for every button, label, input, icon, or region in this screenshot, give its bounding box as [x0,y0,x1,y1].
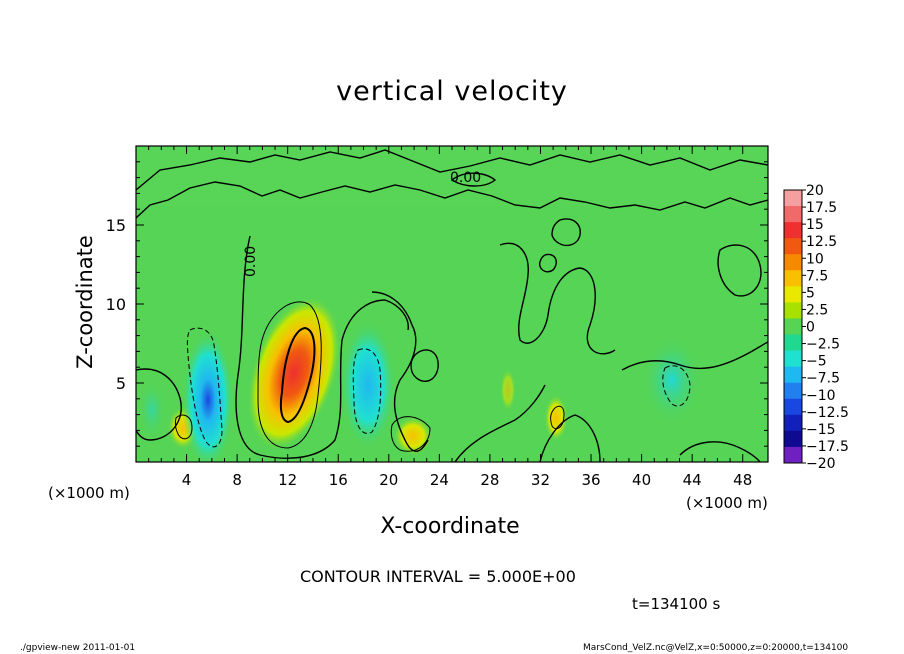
colorbar-label: 15 [806,217,824,233]
colorbar-swatch [784,238,802,255]
footer-right: MarsCond_VelZ.nc@VelZ,x=0:50000,z=0:2000… [583,643,849,653]
colorbar-label: 5 [806,285,815,301]
x-tick-label: 36 [581,471,600,489]
colorbar-swatch [784,446,802,464]
colorbar-label: −10 [806,388,836,404]
chart-title: vertical velocity [336,76,568,107]
x-tick-label: 16 [329,471,348,489]
colorbar-swatch [784,254,802,271]
x-axis-unit: (×1000 m) [686,494,768,512]
z-axis-unit: (×1000 m) [48,484,130,502]
colorbar-label: −15 [806,422,836,438]
colorbar-swatch [784,350,802,368]
colorbar-swatch [784,366,802,384]
colorbar-label: 17.5 [806,200,837,216]
downdraft-mid [340,320,396,450]
downdraft-right [642,335,702,425]
x-tick-label: 28 [480,471,499,489]
colorbar-swatch [784,398,802,416]
contour-lines [136,149,768,462]
colorbar-swatch [784,430,802,448]
colorbar-swatch [784,318,802,336]
colorbar-label: 2.5 [806,302,828,318]
field-layer [136,146,768,462]
x-tick-label: 32 [531,471,550,489]
x-tick-label: 4 [182,471,192,489]
contour-label-top: 0.00 [450,170,481,186]
colorbar-swatch [784,206,802,223]
time-label: t=134100 s [632,595,721,613]
colorbar-label: 7.5 [806,268,828,284]
colorbar-swatch [784,270,802,287]
downdraft-farleft [138,380,166,440]
colorbar-label: 12.5 [806,234,837,250]
colorbar-label: −2.5 [806,337,840,353]
colorbar-swatch [784,302,802,319]
x-tick-label: 24 [430,471,449,489]
updraft-faint [500,368,516,412]
updraft-main [247,295,341,451]
colorbar-swatch [784,222,802,239]
x-tick-label: 48 [733,471,752,489]
x-axis-ticks: 4 8 12 16 20 24 28 32 36 40 44 48 [148,146,752,489]
contour-label-side: 0.00 [243,246,259,277]
footer-left: ./gpview-new 2011-01-01 [20,643,136,653]
y-axis-label: Z-coordinate [73,235,97,369]
x-tick-label: 40 [632,471,651,489]
colorbar-label: −12.5 [806,405,849,421]
colorbar-label: −20 [806,456,836,472]
y-axis-ticks: 5 10 15 [106,161,768,447]
colorbar-label: −17.5 [806,439,849,455]
x-tick-label: 8 [232,471,242,489]
x-tick-label: 20 [379,471,398,489]
colorbar-swatch [784,334,802,352]
y-tick-label: 10 [106,295,126,314]
colorbar-swatch [784,414,802,432]
colorbar-label: −7.5 [806,371,840,387]
updraft-right [544,394,568,442]
colorbar-swatch [784,190,802,207]
x-tick-label: 44 [683,471,702,489]
colorbar-swatch [784,382,802,400]
downdraft-left [182,330,234,462]
colorbar-label: 20 [806,183,824,199]
colorbar-label: 10 [806,251,824,267]
contour-interval: CONTOUR INTERVAL = 5.000E+00 [300,567,576,586]
y-tick-label: 15 [106,216,126,235]
colorbar-label: 0 [806,320,815,336]
colorbar-swatch [784,286,802,303]
x-axis-label: X-coordinate [380,514,520,539]
y-tick-label: 5 [116,374,126,393]
x-tick-label: 12 [278,471,297,489]
colorbar-label: −5 [806,354,827,370]
